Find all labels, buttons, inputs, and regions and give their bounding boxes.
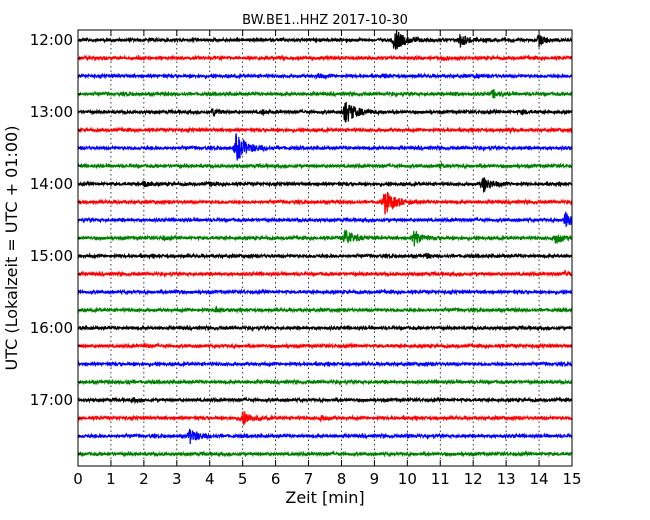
x-tick-label: 5: [238, 470, 248, 488]
x-axis-label: Zeit [min]: [285, 488, 364, 507]
trace-line: [77, 211, 573, 227]
trace-line: [77, 101, 573, 123]
trace-line: [77, 126, 573, 135]
trace-line: [77, 270, 573, 278]
trace-line: [77, 191, 573, 215]
trace-line: [77, 288, 573, 296]
x-tick-label: 2: [139, 470, 149, 488]
x-tick-label: 12: [464, 470, 483, 488]
plot-frame: [77, 29, 573, 467]
trace-line: [77, 378, 573, 386]
trace-line: [77, 72, 573, 81]
trace-line: [77, 229, 573, 247]
x-axis: 0 1 2 3 4 5 6 7 8 9 10 11 12 13 14 15: [73, 30, 582, 488]
x-tick-label: 9: [370, 470, 380, 488]
trace-line: [77, 342, 573, 350]
x-tick-label: 10: [398, 470, 417, 488]
y-axis: 12:00 13:00 14:00 15:00 16:00 17:00: [30, 31, 572, 455]
trace-line: [77, 305, 573, 315]
trace-line: [77, 411, 573, 427]
seismic-traces: [77, 30, 573, 458]
trace-line: [77, 161, 573, 170]
x-tick-label: 13: [497, 470, 516, 488]
y-axis-label: UTC (Lokalzeit = UTC + 01:00): [2, 126, 21, 371]
trace-line: [77, 252, 573, 260]
x-tick-label: 7: [304, 470, 314, 488]
y-tick-label: 12:00: [30, 31, 73, 49]
x-tick-label: 6: [271, 470, 281, 488]
trace-line: [77, 324, 573, 332]
chart-title: BW.BE1..HHZ 2017-10-30: [242, 13, 408, 28]
x-tick-label: 1: [106, 470, 116, 488]
trace-line: [77, 89, 573, 99]
trace-line: [77, 428, 573, 444]
trace-line: [77, 450, 573, 458]
y-tick-label: 16:00: [30, 319, 73, 337]
y-tick-label: 15:00: [30, 247, 73, 265]
grid-lines: [110, 30, 540, 466]
x-tick-label: 0: [73, 470, 83, 488]
trace-line: [77, 396, 573, 405]
x-tick-label: 15: [562, 470, 581, 488]
trace-line: [77, 177, 573, 193]
y-tick-label: 14:00: [30, 175, 73, 193]
trace-line: [77, 30, 573, 50]
x-tick-label: 3: [172, 470, 182, 488]
trace-line: [77, 54, 573, 63]
x-tick-label: 14: [530, 470, 549, 488]
y-tick-label: 17:00: [30, 391, 73, 409]
trace-line: [77, 360, 573, 368]
y-tick-label: 13:00: [30, 103, 73, 121]
x-tick-label: 11: [431, 470, 450, 488]
trace-line: [77, 133, 573, 161]
x-tick-label: 8: [337, 470, 347, 488]
x-tick-label: 4: [205, 470, 215, 488]
